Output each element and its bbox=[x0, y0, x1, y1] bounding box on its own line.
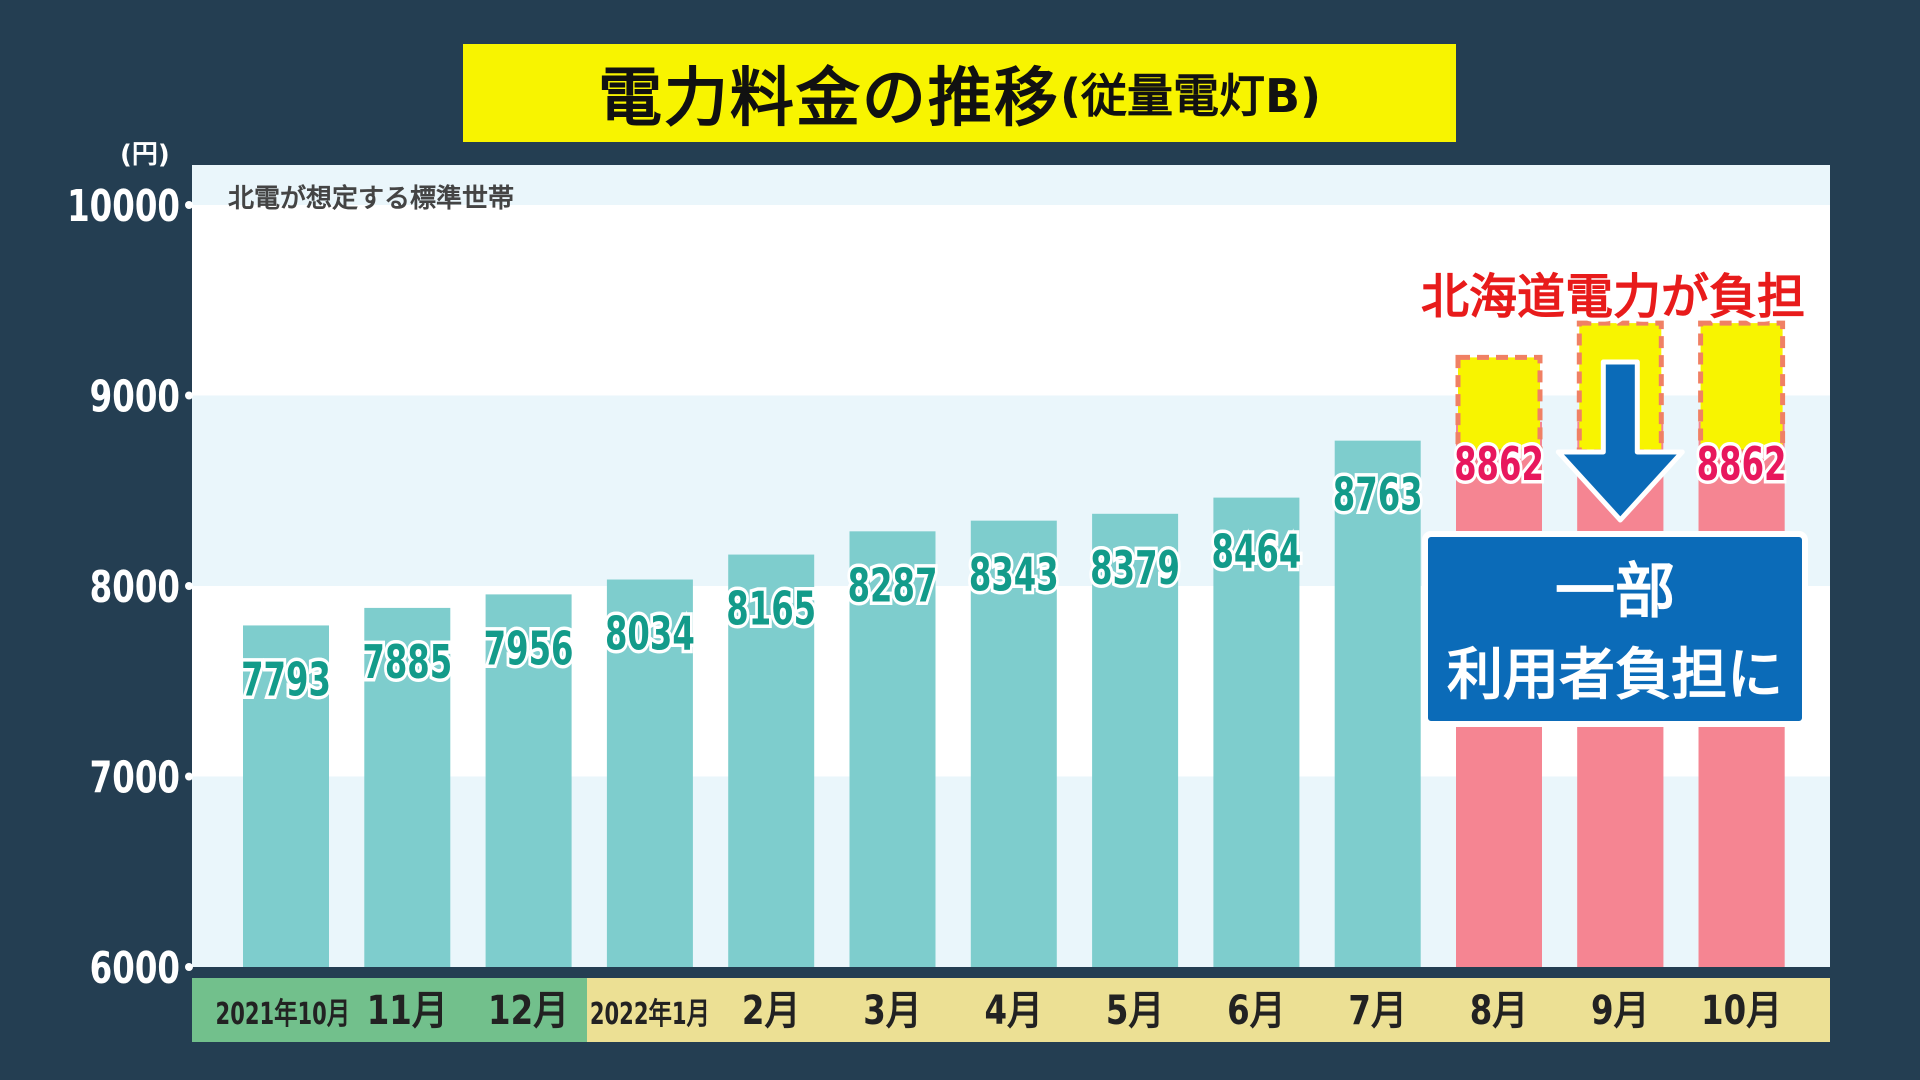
x-tick-label: 7月 bbox=[1348, 987, 1407, 1033]
data-label: 8343 bbox=[969, 548, 1059, 602]
chart-title: 電力料金の推移 (従量電灯B) bbox=[463, 44, 1456, 142]
callout-box bbox=[1422, 531, 1808, 727]
category-band-2021 bbox=[192, 978, 587, 1042]
y-tick-label: 8000 bbox=[90, 563, 180, 613]
bar bbox=[1334, 440, 1421, 967]
x-tick-label: 2021年10月 bbox=[216, 996, 351, 1032]
down-arrow-icon bbox=[1555, 359, 1685, 523]
y-tick-dot bbox=[185, 582, 193, 590]
data-label: 7885 bbox=[362, 636, 452, 690]
x-tick-label: 12月 bbox=[488, 987, 569, 1033]
x-tick-label: 5月 bbox=[1106, 987, 1165, 1033]
data-label: 8165 bbox=[726, 582, 816, 636]
bar bbox=[606, 579, 693, 967]
plot-band-white bbox=[192, 205, 1830, 396]
data-label: 7956 bbox=[484, 622, 574, 676]
y-tick-dot bbox=[185, 772, 193, 781]
y-tick-label: 10000 bbox=[67, 182, 180, 232]
callout-line2: 利用者負担に bbox=[1447, 643, 1783, 708]
x-tick-label: 10月 bbox=[1701, 987, 1782, 1033]
burden-box bbox=[1698, 320, 1786, 455]
x-tick-label: 2022年1月 bbox=[590, 996, 710, 1032]
data-label: 8287 bbox=[848, 559, 938, 613]
y-tick-dot bbox=[185, 963, 193, 971]
data-label: 8379 bbox=[1090, 541, 1180, 595]
title-main: 電力料金の推移 bbox=[597, 62, 1060, 136]
bar bbox=[1092, 513, 1179, 967]
bar bbox=[970, 520, 1057, 967]
x-tick-label: 3月 bbox=[863, 987, 922, 1033]
bar bbox=[728, 554, 815, 967]
chart-subtitle: 北電が想定する標準世帯 bbox=[228, 183, 514, 214]
callout-line1: 一部 bbox=[1555, 557, 1675, 627]
x-tick-label: 9月 bbox=[1591, 987, 1650, 1033]
title-sub: (従量電灯B) bbox=[1059, 69, 1322, 123]
y-tick-dot bbox=[185, 201, 193, 209]
data-label: 8464 bbox=[1211, 525, 1301, 579]
y-tick-label: 6000 bbox=[90, 944, 180, 994]
bar bbox=[1213, 497, 1300, 967]
y-tick-label: 7000 bbox=[90, 753, 180, 803]
category-band-2022 bbox=[587, 978, 1830, 1042]
data-label: 8862 bbox=[1697, 437, 1787, 491]
data-label: 8034 bbox=[605, 607, 695, 661]
x-tick-label: 4月 bbox=[985, 987, 1044, 1033]
bar bbox=[485, 594, 572, 967]
y-tick-label: 9000 bbox=[90, 372, 180, 422]
y-tick-dot bbox=[185, 391, 193, 400]
bar bbox=[243, 625, 329, 967]
burden-annotation: 北海道電力が負担 bbox=[1421, 269, 1805, 325]
x-tick-label: 8月 bbox=[1470, 987, 1529, 1033]
x-tick-label: 6月 bbox=[1227, 987, 1286, 1033]
data-label: 8862 bbox=[1454, 437, 1544, 491]
x-tick-label: 2月 bbox=[742, 987, 801, 1033]
x-tick-label: 11月 bbox=[367, 987, 448, 1033]
data-label: 8763 bbox=[1333, 468, 1423, 522]
bar bbox=[849, 531, 936, 967]
bar bbox=[364, 607, 451, 967]
data-label: 7793 bbox=[241, 653, 331, 707]
y-unit-label: (円) bbox=[120, 140, 170, 170]
